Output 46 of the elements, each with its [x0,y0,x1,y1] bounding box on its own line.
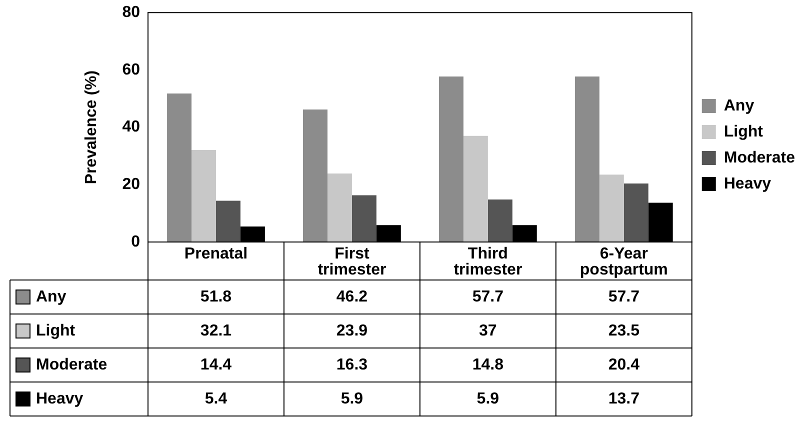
y-tick-label: 60 [122,61,140,78]
data-label: 16.3 [336,356,368,374]
bar [216,200,240,242]
text: Heavy [36,390,84,408]
legend-label: Light [724,123,764,140]
legend-label: Any [36,288,66,306]
x-tick-label: First trimester [318,245,386,278]
data-label: 20.4 [608,356,640,374]
data-label: 13.7 [608,390,640,408]
data-label: 5.9 [340,390,364,408]
bar [599,174,624,242]
text: Light [36,322,76,340]
y-axis-title: Prevalence (%) [83,70,100,184]
bar [574,76,600,242]
data-label: 46.2 [336,288,368,306]
bar [303,110,328,242]
bar [624,184,648,242]
data-label: 14.8 [472,356,504,374]
legend-label: Moderate [724,149,796,166]
data-label: 5.4 [204,390,228,408]
data-label: 57.7 [472,288,504,306]
data-label: 51.8 [200,288,232,306]
data-label: 5.9 [476,390,500,408]
data-label: 37 [479,322,497,340]
bar [488,200,512,242]
bar [438,76,464,242]
data-label: 14.4 [200,356,232,374]
x-tick-label: Third trimester [454,245,522,278]
y-tick-label: 0 [131,233,140,250]
bar [167,93,192,242]
y-tick-label: 20 [122,176,140,194]
legend-label: Heavy [724,175,772,192]
data-label: 23.9 [336,322,368,340]
text: Any [724,97,754,114]
bar [327,173,352,242]
x-tick-label: 6-Year postpartum [580,245,668,278]
data-label: 23.5 [608,322,640,340]
bar [463,136,488,242]
y-tick-label: 40 [122,118,140,136]
y-tick-label: 80 [122,4,140,22]
data-label: 32.1 [200,322,232,340]
text: Moderate [36,356,108,374]
x-tick-label: Prenatal [184,245,248,262]
bar [192,150,216,242]
bar [352,195,376,242]
data-label: 57.7 [608,288,640,306]
